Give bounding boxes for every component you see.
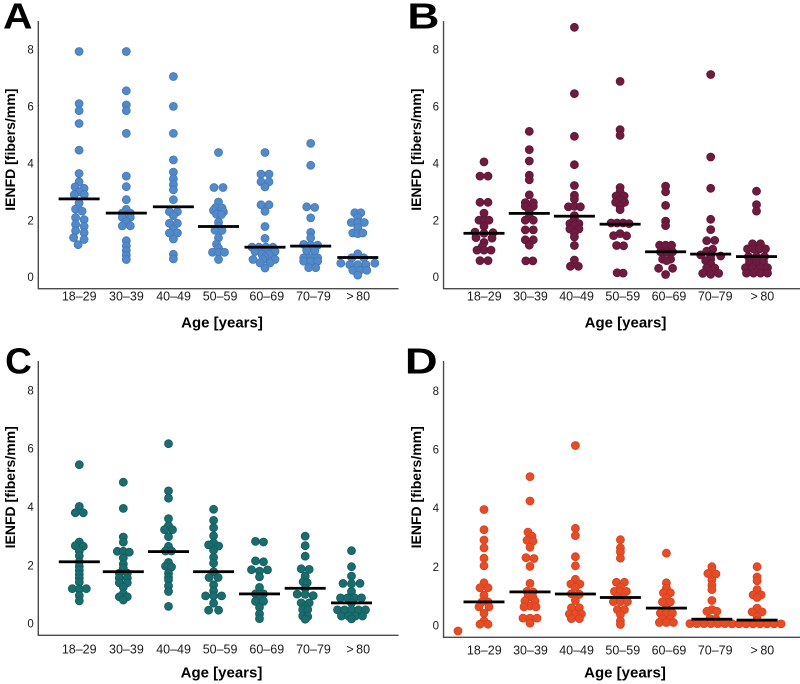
svg-text:2: 2 <box>27 560 33 572</box>
svg-text:50–59: 50–59 <box>605 290 640 304</box>
svg-text:40–49: 40–49 <box>156 290 191 304</box>
svg-text:40–49: 40–49 <box>559 644 594 658</box>
svg-text:2: 2 <box>433 215 439 227</box>
svg-text:30–39: 30–39 <box>513 644 548 658</box>
svg-text:50–59: 50–59 <box>203 290 238 304</box>
svg-text:B: B <box>407 0 439 36</box>
svg-text:IENFD [fibers/mm]: IENFD [fibers/mm] <box>2 426 18 548</box>
svg-text:Age [years]: Age [years] <box>181 664 263 681</box>
svg-text:18–29: 18–29 <box>467 644 502 658</box>
svg-text:60–69: 60–69 <box>249 290 284 304</box>
svg-text:30–39: 30–39 <box>109 290 144 304</box>
svg-text:50–59: 50–59 <box>203 643 238 657</box>
svg-text:18–29: 18–29 <box>62 643 97 657</box>
svg-text:> 80: > 80 <box>346 290 370 304</box>
svg-text:0: 0 <box>27 272 33 284</box>
svg-text:> 80: > 80 <box>346 643 370 657</box>
svg-text:30–39: 30–39 <box>513 290 548 304</box>
svg-text:> 80: > 80 <box>751 290 775 304</box>
svg-text:6: 6 <box>433 102 439 114</box>
svg-text:8: 8 <box>433 386 439 398</box>
svg-text:4: 4 <box>433 158 440 170</box>
svg-text:C: C <box>5 341 32 382</box>
svg-text:8: 8 <box>27 45 33 57</box>
svg-text:0: 0 <box>27 619 33 631</box>
svg-text:40–49: 40–49 <box>559 290 594 304</box>
svg-text:2: 2 <box>433 562 439 574</box>
svg-text:18–29: 18–29 <box>62 290 97 304</box>
svg-text:A: A <box>3 0 33 36</box>
svg-text:70–79: 70–79 <box>296 643 331 657</box>
svg-text:6: 6 <box>27 102 33 114</box>
svg-text:Age [years]: Age [years] <box>585 315 667 332</box>
svg-text:IENFD [fibers/mm]: IENFD [fibers/mm] <box>408 426 424 548</box>
svg-text:4: 4 <box>433 503 440 515</box>
svg-text:2: 2 <box>27 215 33 227</box>
svg-text:30–39: 30–39 <box>109 643 144 657</box>
svg-text:6: 6 <box>433 445 439 457</box>
svg-text:18–29: 18–29 <box>467 290 502 304</box>
svg-text:60–69: 60–69 <box>652 644 687 658</box>
svg-text:8: 8 <box>27 385 33 397</box>
svg-text:0: 0 <box>433 621 439 633</box>
svg-text:Age [years]: Age [years] <box>181 315 263 332</box>
svg-text:4: 4 <box>27 158 34 170</box>
svg-text:D: D <box>405 341 438 382</box>
svg-text:70–79: 70–79 <box>698 644 733 658</box>
svg-text:0: 0 <box>433 272 439 284</box>
svg-text:IENFD [fibers/mm]: IENFD [fibers/mm] <box>2 89 18 211</box>
svg-text:IENFD [fibers/mm]: IENFD [fibers/mm] <box>408 89 424 211</box>
svg-text:4: 4 <box>27 502 34 514</box>
svg-text:6: 6 <box>27 444 33 456</box>
svg-text:Age [years]: Age [years] <box>584 664 666 681</box>
svg-text:8: 8 <box>433 45 439 57</box>
svg-text:70–79: 70–79 <box>698 290 733 304</box>
svg-text:60–69: 60–69 <box>652 290 687 304</box>
svg-text:> 80: > 80 <box>751 644 775 658</box>
svg-text:40–49: 40–49 <box>156 643 191 657</box>
svg-text:60–69: 60–69 <box>249 643 284 657</box>
svg-text:50–59: 50–59 <box>605 644 640 658</box>
svg-text:70–79: 70–79 <box>296 290 331 304</box>
